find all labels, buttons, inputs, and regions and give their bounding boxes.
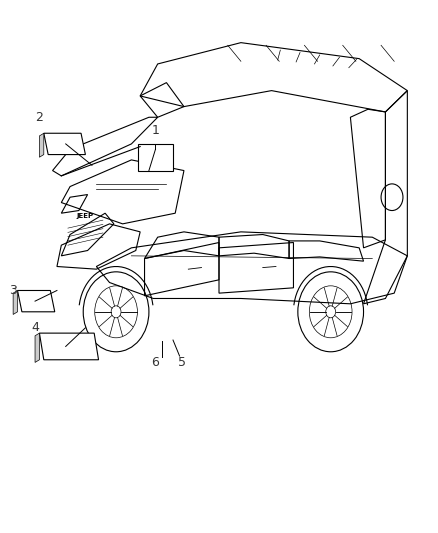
Polygon shape <box>39 133 44 157</box>
Text: 2: 2 <box>35 111 43 124</box>
Polygon shape <box>35 333 39 362</box>
Text: 1: 1 <box>152 124 159 137</box>
Text: 5: 5 <box>178 356 186 369</box>
Circle shape <box>326 306 336 318</box>
Text: 3: 3 <box>9 284 17 297</box>
Polygon shape <box>44 133 85 155</box>
FancyBboxPatch shape <box>138 144 173 171</box>
Text: 4: 4 <box>31 321 39 334</box>
Text: 6: 6 <box>152 356 159 369</box>
Text: JEEP: JEEP <box>77 213 94 219</box>
Circle shape <box>111 306 121 318</box>
Polygon shape <box>18 290 55 312</box>
Polygon shape <box>13 290 18 314</box>
Polygon shape <box>39 333 99 360</box>
